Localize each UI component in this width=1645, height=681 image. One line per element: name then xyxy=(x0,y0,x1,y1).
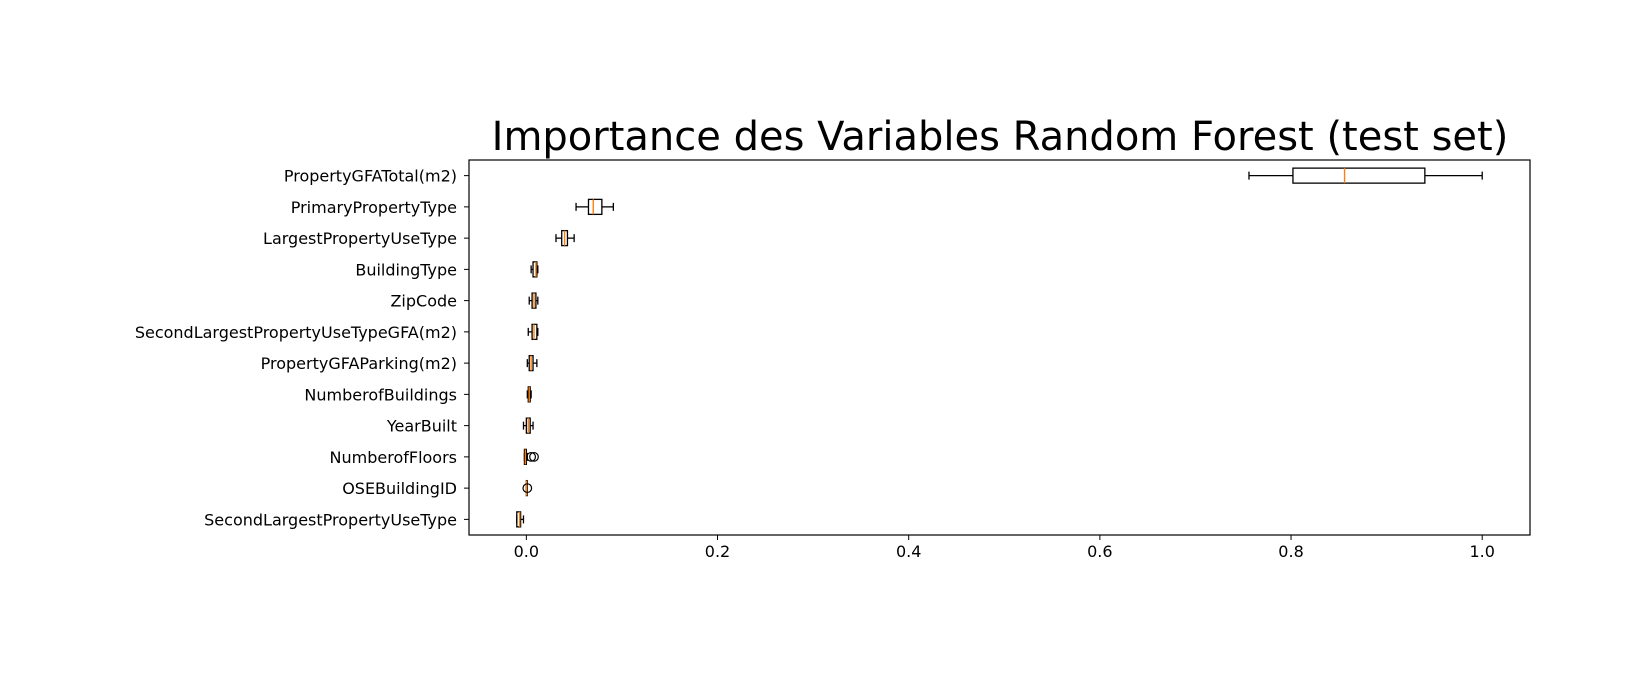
y-tick-label: YearBuilt xyxy=(386,417,457,436)
boxplot-8 xyxy=(526,386,532,403)
y-tick-label: NumberofBuildings xyxy=(304,385,457,404)
y-tick-label: NumberofFloors xyxy=(330,448,457,467)
x-tick-label: 0.0 xyxy=(514,542,539,561)
y-axis: PropertyGFATotal(m2) PrimaryPropertyType L… xyxy=(135,167,469,529)
box-iqr xyxy=(532,261,538,278)
boxplot-4 xyxy=(530,261,539,278)
box-iqr xyxy=(1292,167,1426,184)
boxplot-6 xyxy=(527,323,539,341)
y-tick-label: BuildingType xyxy=(355,260,457,279)
boxplot-3 xyxy=(555,229,575,247)
y-tick-label: PropertyGFATotal(m2) xyxy=(284,167,457,186)
y-tick-label: SecondLargestPropertyUseTypeGFA(m2) xyxy=(135,323,457,342)
x-tick-label: 0.8 xyxy=(1278,542,1303,561)
boxplot-10 xyxy=(523,448,539,466)
y-tick-label: SecondLargestPropertyUseType xyxy=(204,510,457,529)
boxplot-7 xyxy=(526,354,538,372)
chart-title: Importance des Variables Random Forest (… xyxy=(492,114,1509,160)
boxplot-9 xyxy=(522,417,534,434)
y-tick-label: LargestPropertyUseType xyxy=(263,229,457,248)
flier-point xyxy=(529,451,539,462)
y-tick-label: ZipCode xyxy=(390,292,457,311)
box-iqr xyxy=(587,198,603,216)
boxes-layer xyxy=(516,167,1483,528)
y-tick-label: PrimaryPropertyType xyxy=(291,198,457,217)
boxplot-1 xyxy=(1248,167,1483,184)
boxplot-2 xyxy=(575,198,614,216)
flier-point xyxy=(526,451,537,462)
flier-point xyxy=(522,483,533,494)
x-tick-label: 0.2 xyxy=(705,542,730,561)
boxplot-11 xyxy=(522,479,533,497)
x-tick-label: 1.0 xyxy=(1469,542,1494,561)
plot-frame xyxy=(468,159,1531,536)
boxplot-12 xyxy=(516,511,525,528)
box-iqr xyxy=(516,511,522,528)
boxplot-5 xyxy=(528,292,539,309)
x-tick-label: 0.4 xyxy=(896,542,921,561)
x-axis: 0.0 0.2 0.4 0.6 0.8 1.0 xyxy=(514,535,1495,561)
y-tick-label: OSEBuildingID xyxy=(342,479,457,498)
y-tick-label: PropertyGFAParking(m2) xyxy=(261,354,457,373)
x-tick-label: 0.6 xyxy=(1087,542,1112,561)
